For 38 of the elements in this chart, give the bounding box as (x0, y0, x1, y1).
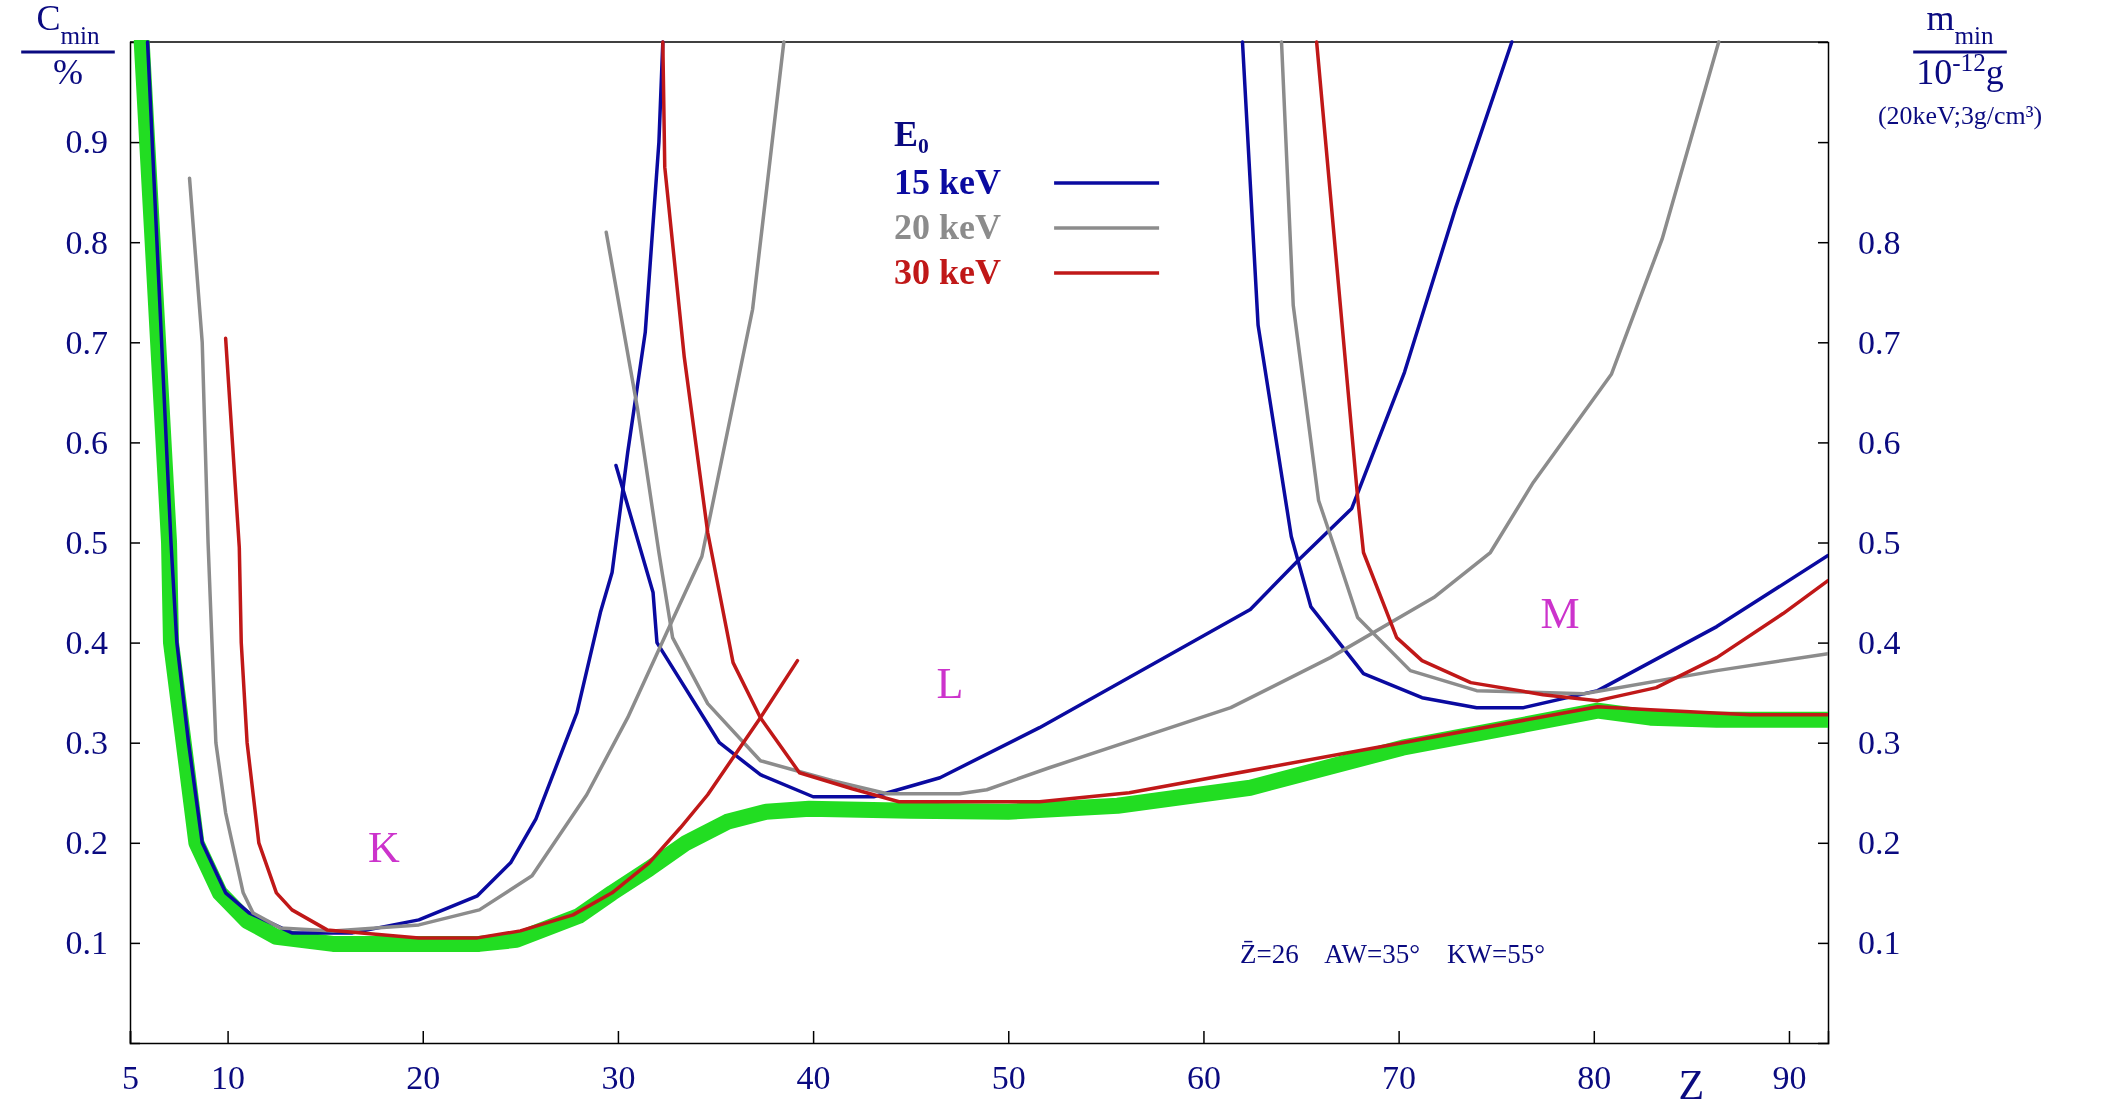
y-tick-label: 0.4 (65, 623, 108, 661)
legend-label: 30 keV (894, 252, 1002, 293)
y-tick-label: 0.2 (65, 824, 108, 862)
x-tick-label: 20 (406, 1059, 441, 1097)
x-axis-title: Z (1678, 1062, 1705, 1108)
y-tick-label: 0.9 (65, 123, 108, 161)
x-tick-label: 60 (1186, 1059, 1221, 1097)
y2-tick-label: 0.5 (1858, 523, 1901, 561)
annotation: Z̄=26 AW=35° KW=55° (1240, 939, 1546, 969)
y-tick-label: 0.5 (65, 523, 108, 561)
y-axis-title: C$_{min}$ % (36, 0, 100, 92)
x-tick-label: 50 (991, 1059, 1026, 1097)
y-tick-label: 0.7 (65, 323, 108, 361)
x-tick-label: 70 (1382, 1059, 1417, 1097)
x-tick-label: 5 (122, 1059, 139, 1097)
y-tick-label: 0.3 (65, 724, 108, 762)
y2-axis-title: m$_{min}$ 10$^{-12}$g (20keV;3g/cm³) (1877, 0, 2043, 130)
y2-tick-label: 0.1 (1858, 924, 1901, 962)
x-tick-label: 10 (211, 1059, 246, 1097)
annotation: M (1540, 589, 1580, 638)
x-tick-label: 90 (1772, 1059, 1807, 1097)
y2-tick-label: 0.6 (1858, 423, 1901, 461)
y-tick-label: 0.8 (65, 223, 108, 261)
x-tick-label: 30 (601, 1059, 636, 1097)
y-tick-label: 0.1 (65, 924, 108, 962)
legend-label: 15 keV (894, 162, 1002, 203)
y2-tick-label: 0.7 (1858, 323, 1901, 361)
y2-tick-label: 0.3 (1858, 724, 1901, 762)
y-tick-label: 0.6 (65, 423, 108, 461)
annotation: K (368, 823, 401, 872)
legend-title: E₀ (894, 114, 929, 155)
legend-label: 20 keV (894, 207, 1002, 248)
y2-tick-label: 0.2 (1858, 824, 1901, 862)
y2-tick-label: 0.4 (1858, 623, 1901, 661)
y2-tick-label: 0.8 (1858, 223, 1901, 261)
annotation: L (936, 659, 964, 708)
x-tick-label: 40 (796, 1059, 831, 1097)
x-tick-label: 80 (1577, 1059, 1612, 1097)
